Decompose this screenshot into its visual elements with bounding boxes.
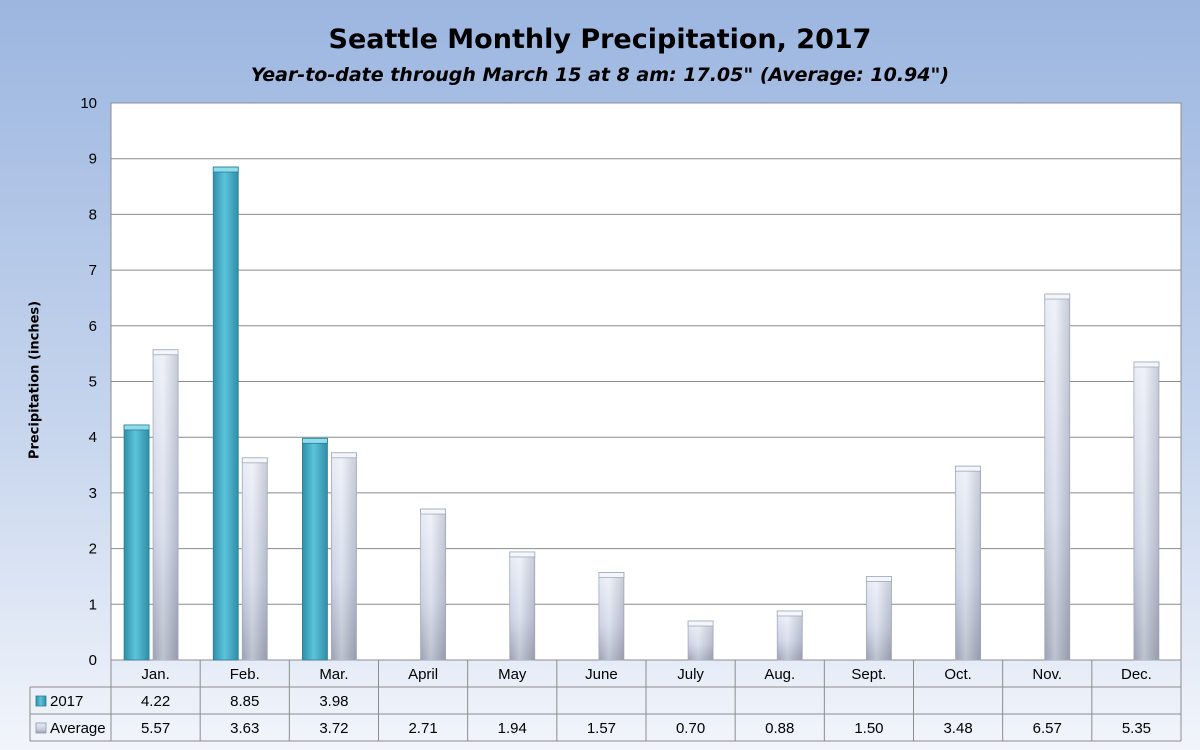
data-label: 3.98	[319, 693, 348, 710]
bar-average-2	[331, 452, 357, 661]
bar-shade	[1044, 294, 1070, 660]
bar-2017-0	[123, 424, 150, 661]
bar-top	[212, 166, 239, 173]
bar-shade	[777, 610, 803, 660]
data-label: 1.94	[498, 720, 527, 737]
bar-top	[241, 457, 268, 464]
bar-shade	[509, 551, 535, 660]
y-tick-label: 5	[89, 374, 97, 391]
data-label: 1.57	[587, 720, 616, 737]
data-label: 5.35	[1122, 720, 1151, 737]
x-tick-label: Jan.	[141, 666, 169, 683]
bar-top	[1133, 361, 1160, 368]
bar-top	[509, 551, 536, 558]
y-tick-label: 4	[89, 429, 97, 446]
bar-average-6	[687, 620, 714, 661]
data-label: 3.72	[319, 720, 348, 737]
chart-subtitle: Year-to-date through March 15 at 8 am: 1…	[250, 64, 950, 86]
bar-top	[420, 508, 446, 515]
x-tick-label: Oct.	[944, 666, 972, 683]
bar-average-10	[1044, 293, 1071, 661]
y-tick-label: 7	[89, 262, 97, 279]
bar-shade	[420, 509, 446, 660]
legend-label-2017: 2017	[50, 693, 83, 710]
bar-top	[955, 465, 981, 472]
legend-key-2017	[35, 695, 47, 707]
data-label: 2.71	[408, 720, 437, 737]
x-tick-label: Aug.	[764, 666, 795, 683]
bar-top	[598, 572, 625, 578]
data-label: 3.63	[230, 720, 259, 737]
bar-top	[302, 437, 328, 444]
bar-average-0	[152, 349, 179, 661]
data-label: 6.57	[1033, 720, 1062, 737]
chart-title: Seattle Monthly Precipitation, 2017	[328, 24, 872, 55]
bar-top	[687, 620, 714, 627]
data-label: 0.70	[676, 720, 705, 737]
bar-shade	[866, 576, 892, 660]
x-tick-label: Mar.	[319, 666, 348, 683]
x-tick-label: July	[677, 666, 704, 683]
bar-top	[1044, 293, 1071, 300]
x-tick-label: June	[585, 666, 618, 683]
bar-top	[123, 424, 150, 431]
bar-shade	[955, 466, 981, 660]
x-tick-label: Dec.	[1121, 666, 1152, 683]
bar-shade	[1133, 362, 1159, 660]
y-tick-label: 1	[89, 596, 97, 613]
bar-average-1	[241, 457, 268, 661]
legend-label-average: Average	[50, 720, 106, 737]
bar-shade	[153, 349, 179, 660]
y-tick-label: 0	[89, 652, 97, 669]
x-tick-label: Nov.	[1032, 666, 1062, 683]
bar-shade	[242, 457, 268, 660]
data-label: 8.85	[230, 693, 259, 710]
bar-top	[152, 349, 179, 356]
x-tick-label: April	[408, 666, 438, 683]
x-tick-label: Sept.	[851, 666, 886, 683]
bar-2017-2	[302, 437, 328, 661]
bar-shade	[331, 452, 357, 660]
y-tick-label: 8	[89, 206, 97, 223]
data-label: 0.88	[765, 720, 794, 737]
y-tick-label: 2	[89, 541, 97, 558]
bar-shade	[598, 572, 624, 660]
bar-average-11	[1133, 361, 1160, 661]
bar-body	[123, 424, 150, 661]
bar-average-5	[598, 572, 625, 661]
bar-average-9	[955, 465, 981, 661]
bar-average-3	[420, 508, 446, 661]
y-tick-label: 10	[80, 95, 97, 112]
bar-average-8	[866, 576, 892, 661]
data-label: 3.48	[943, 720, 972, 737]
bar-top	[776, 610, 803, 617]
bar-average-7	[776, 610, 803, 661]
x-tick-label: May	[498, 666, 527, 683]
data-label: 4.22	[141, 693, 170, 710]
data-label: 5.57	[141, 720, 170, 737]
bar-body	[302, 437, 328, 661]
bar-top	[866, 576, 892, 582]
bar-body	[212, 166, 239, 661]
bar-2017-1	[212, 166, 239, 661]
bar-shade	[688, 621, 714, 660]
y-tick-label: 6	[89, 318, 97, 335]
bar-top	[331, 452, 357, 459]
y-tick-label: 9	[89, 151, 97, 168]
x-tick-label: Feb.	[230, 666, 260, 683]
data-label: 1.50	[854, 720, 883, 737]
y-tick-label: 3	[89, 485, 97, 502]
bar-average-4	[509, 551, 536, 661]
legend-key-average	[35, 722, 47, 734]
